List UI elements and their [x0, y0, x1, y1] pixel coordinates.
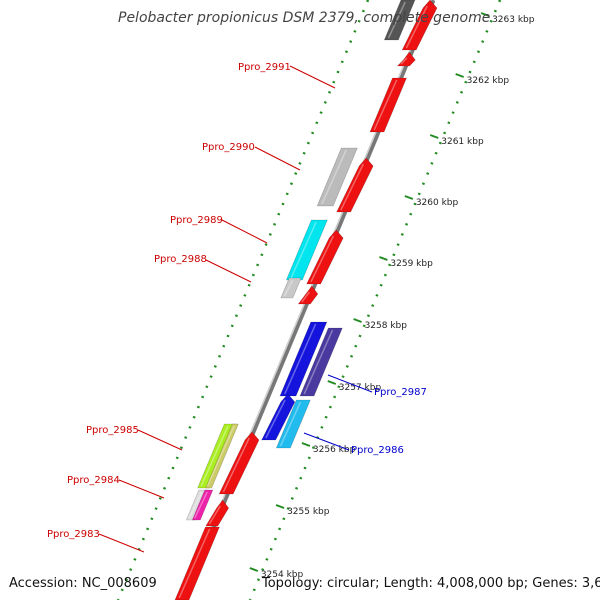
kbp-tick-mark	[301, 442, 311, 447]
gene-label[interactable]: Ppro_2990	[202, 142, 255, 153]
tick-track-left	[116, 0, 370, 600]
gene-leader-line	[254, 146, 301, 171]
kbp-tick-label: 3259 kbp	[390, 259, 433, 269]
gene-feature-2990	[336, 157, 374, 213]
gene-feature-2983-highlight	[178, 528, 211, 599]
cog-bar-2989	[285, 219, 328, 281]
gene-label-layer: Ppro_2991 Ppro_2990 Ppro_2989 Ppro_2988 Ppro…	[47, 62, 427, 553]
gene-label[interactable]: Ppro_2983	[47, 529, 100, 540]
gene-leader-line	[205, 259, 252, 283]
gene-leader-line	[221, 219, 268, 244]
gene-leader-line	[118, 479, 165, 499]
kbp-tick-label: 3263 kbp	[492, 15, 535, 25]
accession-text: Accession: NC_008609	[9, 576, 157, 591]
gene-feature-2991-highlight	[400, 57, 408, 65]
gene-leader-line	[327, 374, 373, 393]
cog-bar-2986-highlight	[279, 401, 302, 447]
gene-feature-top	[401, 0, 438, 51]
gene-feature-2989-highlight	[310, 235, 335, 283]
cog-bar-2988-highlight	[283, 279, 294, 297]
cog-bar-2990-highlight	[321, 149, 347, 205]
kbp-tick-mark	[249, 567, 259, 572]
gene-feature-2991b	[369, 77, 407, 133]
cog-bar-2985a-highlight	[200, 425, 229, 487]
cog-bar-top-highlight	[387, 1, 406, 39]
topology-text: Topology: circular; Length: 4,008,000 bp…	[261, 576, 600, 591]
cog-bar-2984a-highlight	[188, 491, 203, 519]
gene-label[interactable]: Ppro_2991	[238, 62, 291, 73]
gene-leader-line	[289, 65, 336, 89]
kbp-tick-mark	[455, 73, 465, 78]
cog-bar-2984b-highlight	[194, 491, 208, 519]
kbp-tick-mark	[379, 256, 388, 261]
kbp-tick-label: 3260 kbp	[416, 198, 459, 208]
kbp-label-layer: 3263 kbp 3262 kbp 3261 kbp 3260 kbp 3259 kbp…	[249, 12, 535, 580]
gene-label[interactable]: Ppro_2985	[86, 425, 139, 436]
kbp-tick-mark	[429, 134, 439, 139]
gene-label[interactable]: Ppro_2987	[374, 387, 427, 398]
cog-bar-2985b-highlight	[206, 425, 235, 487]
gene-label[interactable]: Ppro_2984	[67, 475, 120, 486]
gene-feature-2983	[174, 526, 220, 600]
cog-bar-2990	[316, 147, 358, 207]
cog-bar-2987-highlight	[303, 329, 334, 395]
gene-feature-2988	[297, 285, 319, 305]
gene-feature-2986-highlight	[265, 399, 286, 439]
gene-feature-2987-highlight	[284, 323, 317, 395]
gene-feature-2991b-highlight	[373, 79, 398, 131]
kbp-tick-label: 3255 kbp	[287, 507, 330, 517]
feature-layer	[174, 0, 438, 600]
gene-feature-2986	[261, 393, 296, 441]
gene-leader-line	[137, 429, 183, 451]
kbp-tick-label: 3254 kbp	[261, 570, 304, 580]
gene-feature-2985	[218, 431, 260, 495]
cog-bar-2989-highlight	[290, 221, 317, 279]
gene-feature-2988-highlight	[301, 291, 311, 303]
cog-bar-2985b	[205, 423, 239, 489]
kbp-tick-label: 3258 kbp	[365, 321, 408, 331]
cog-bar-2984b	[191, 489, 214, 521]
gene-feature-2985-highlight	[222, 437, 250, 493]
cog-bar-2988	[280, 277, 302, 299]
cog-bar-2987	[299, 327, 343, 397]
gene-label[interactable]: Ppro_2989	[170, 215, 223, 226]
kbp-tick-mark	[480, 12, 490, 17]
cog-bar-top	[383, 0, 416, 41]
kbp-tick-mark	[275, 504, 285, 509]
gene-leader-line	[303, 432, 350, 451]
gene-feature-2984	[205, 499, 230, 527]
gene-feature-2991	[396, 51, 416, 67]
kbp-tick-mark	[327, 380, 337, 385]
kbp-tick-label: 3256 kbp	[313, 445, 356, 455]
gene-label[interactable]: Ppro_2988	[154, 254, 207, 265]
kbp-tick-label: 3262 kbp	[467, 76, 510, 86]
gene-feature-2989	[306, 229, 344, 285]
map-title: Pelobacter propionicus DSM 2379, complet…	[118, 10, 490, 26]
gene-feature-2984-highlight	[208, 505, 221, 525]
kbp-tick-label: 3257 kbp	[339, 383, 382, 393]
gene-feature-top-highlight	[405, 5, 428, 49]
kbp-tick-mark	[353, 318, 362, 323]
cog-bar-2986	[275, 399, 311, 449]
kbp-tick-mark	[404, 195, 414, 200]
gene-feature-2990-highlight	[340, 163, 365, 211]
gene-feature-2987	[279, 321, 328, 397]
gene-label[interactable]: Ppro_2986	[351, 445, 404, 456]
gene-leader-line	[98, 533, 145, 553]
kbp-tick-label: 3261 kbp	[441, 137, 484, 147]
